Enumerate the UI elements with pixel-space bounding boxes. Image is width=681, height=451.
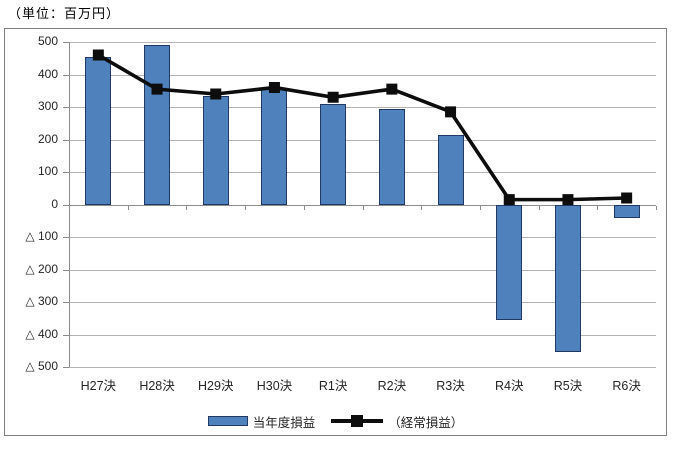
gridline [69,42,656,43]
x-axis-label: H29決 [198,379,234,393]
line-marker-H29決 [210,88,222,100]
line-series-swatch-icon [331,415,384,427]
x-axis-tick [127,205,129,210]
line-marker-R1決 [327,91,339,103]
y-axis-label: △ 200 [25,261,58,276]
y-axis-tick [63,237,69,238]
x-axis-tick [245,205,247,210]
x-axis-tick [421,205,423,210]
line-marker-R6決 [621,192,633,204]
gridline [69,172,656,173]
y-axis-label: 0 [51,196,58,211]
bar-R6決 [613,204,640,218]
y-axis-label: 500 [37,34,58,48]
gridline [69,302,656,303]
gridline [69,334,656,336]
bar-H29決 [202,95,229,205]
y-axis-label: 200 [37,131,58,146]
legend-item-bar-series: 当年度損益 [207,412,316,431]
line-marker-R2決 [386,83,398,95]
line-marker-R3決 [445,106,457,118]
x-axis-label: R1決 [318,379,348,393]
y-axis-tick [63,107,69,108]
x-axis-tick [69,205,70,210]
x-axis-label: R3決 [436,379,465,393]
gridline [69,237,656,238]
bar-H28決 [144,45,171,205]
y-axis-label: △ 400 [25,326,58,341]
y-axis-tick [63,42,69,43]
y-axis-label: △ 100 [25,229,58,243]
bar-R1決 [320,103,347,205]
gridline [69,139,656,141]
x-axis-label: R4決 [494,379,524,393]
y-axis-label: 100 [37,164,58,178]
line-marker-R5決 [562,194,574,206]
unit-title: （単位：百万円） [8,6,121,21]
x-axis-label: R5決 [553,379,583,393]
y-axis-label: △ 300 [25,294,58,308]
gridline [69,269,656,271]
bar-series-swatch-icon [207,416,248,426]
y-axis-tick [63,302,69,303]
x-axis-tick [656,205,657,210]
line-series [92,49,633,206]
y-axis-label: 400 [37,66,58,81]
bar-R5決 [554,204,581,353]
chart-frame: 500 400 300 200 100 0 △ 100 △ 200 △ 300 △ 400 △ 50… [4,28,667,436]
y-axis-tick [63,269,69,271]
line-marker-H27決 [92,49,104,61]
line-marker-R4決 [503,194,515,206]
legend-item-line-series: （経常損益） [331,412,463,431]
x-axis-label: H30決 [256,379,293,393]
y-axis-tick [63,334,69,336]
bar-R4決 [496,204,523,320]
y-axis-tick [63,139,69,141]
y-axis-tick [63,172,69,173]
legend: 当年度損益 （経常損益） [5,410,666,432]
y-axis-tick [63,204,69,206]
bar-R3決 [437,134,464,205]
bar-R2決 [378,108,405,205]
gridline [69,74,656,76]
x-axis-tick [362,205,364,210]
x-axis-tick [479,205,481,210]
y-axis-tick [63,74,69,76]
line-marker-H30決 [268,82,280,93]
x-axis-label: R6決 [612,379,641,393]
x-axis-tick [303,205,305,210]
x-axis-label: H27決 [80,379,117,393]
x-axis-tick [538,205,540,210]
bar-H27決 [85,56,112,205]
x-axis-tick [597,205,599,210]
line-marker-H28決 [151,83,163,95]
legend-bar-label: 当年度損益 [252,415,316,430]
gridline [69,367,656,368]
legend-line-label: （経常損益） [388,415,464,430]
x-axis-label: R2決 [377,379,407,393]
x-axis-tick [186,205,188,210]
y-axis-label: △ 500 [25,359,58,373]
gridline [69,107,656,108]
x-axis-label: H28決 [139,379,175,393]
y-axis-tick [63,367,69,368]
y-axis-label: 300 [37,99,58,113]
x-axis-line [69,204,656,206]
